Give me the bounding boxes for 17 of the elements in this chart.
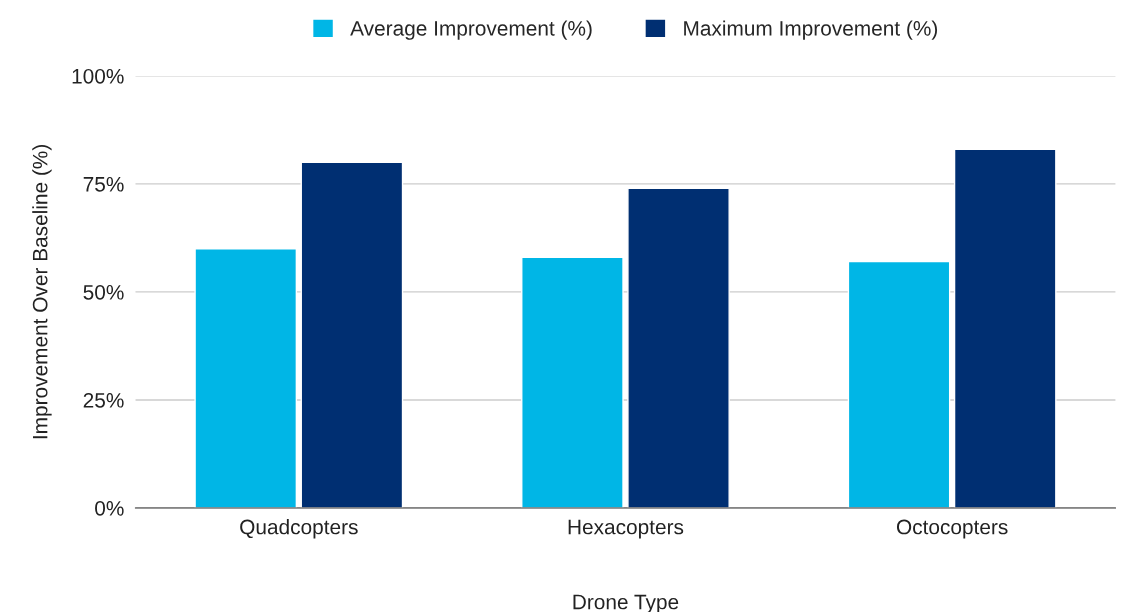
bar xyxy=(847,260,951,508)
bar xyxy=(953,148,1057,508)
y-tick-label: 50% xyxy=(83,284,124,300)
y-tick-label: 100% xyxy=(72,68,124,84)
y-axis-title: Improvement Over Baseline (%) xyxy=(32,145,52,439)
bar xyxy=(627,187,730,508)
legend-label: Average Improvement (%) xyxy=(350,20,592,40)
x-tick-label: Quadcopters xyxy=(240,519,358,539)
y-tick-label: 0% xyxy=(95,500,124,516)
y-tick-label: 75% xyxy=(83,177,124,192)
x-tick-label: Hexacopters xyxy=(568,519,684,539)
bar xyxy=(194,248,298,508)
bar xyxy=(521,256,624,508)
legend-label: Maximum Improvement (%) xyxy=(684,20,938,40)
y-tick-label: 25% xyxy=(83,392,124,408)
bar xyxy=(300,161,404,508)
x-tick-label: Octocopters xyxy=(896,519,1008,539)
